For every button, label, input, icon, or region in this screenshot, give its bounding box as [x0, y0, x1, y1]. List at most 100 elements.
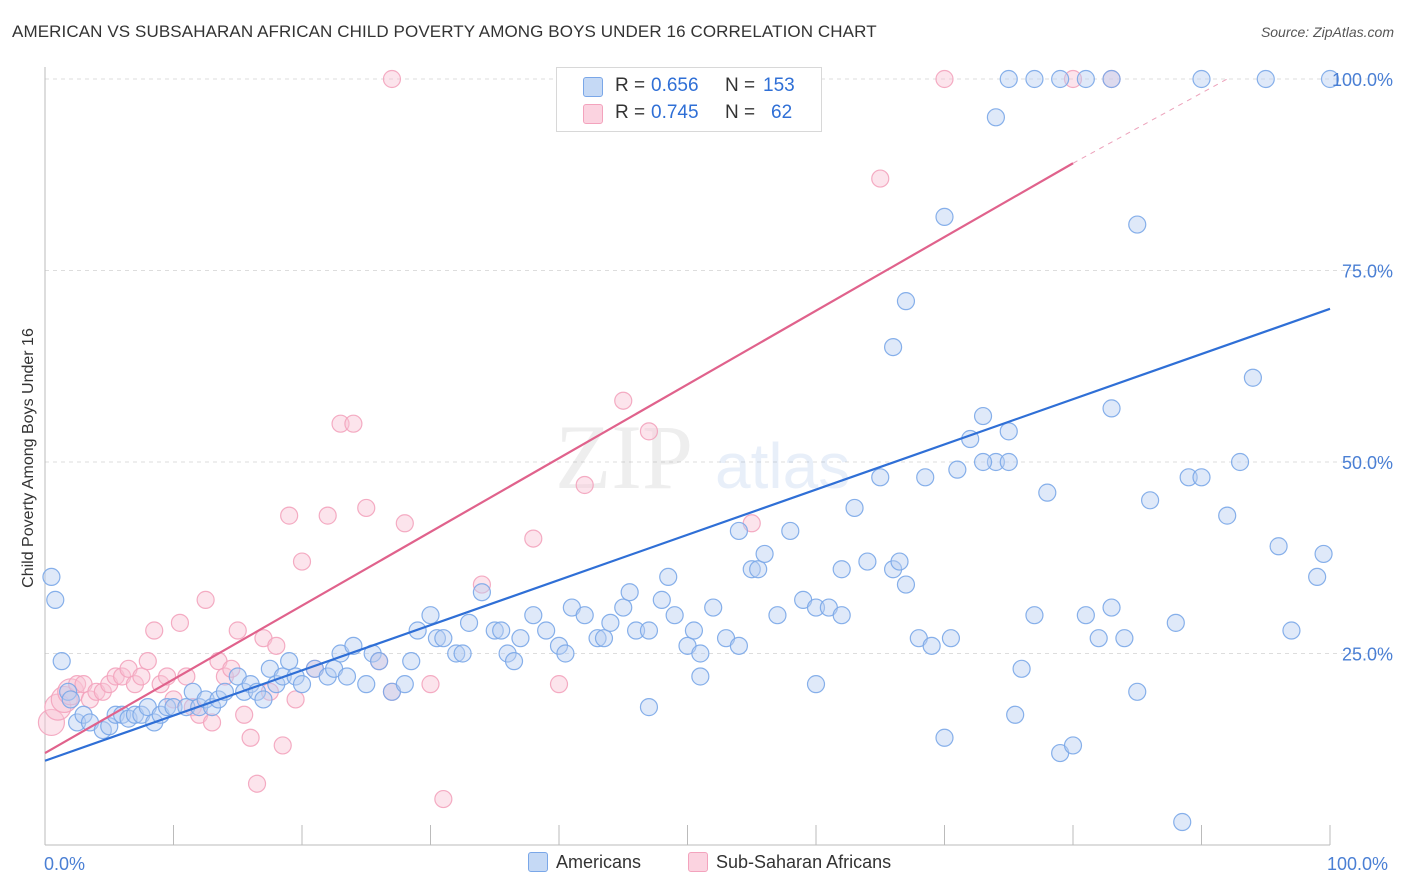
- data-point: [280, 652, 299, 671]
- data-point: [935, 728, 954, 747]
- data-point: [1218, 506, 1237, 525]
- bottom-legend-americans: Americans: [528, 852, 641, 873]
- data-point: [1102, 69, 1121, 89]
- data-point: [273, 736, 292, 755]
- data-point: [858, 552, 877, 571]
- data-point: [402, 652, 421, 671]
- data-point: [935, 207, 954, 226]
- y-tick-label: 100.0%: [1332, 70, 1393, 90]
- data-point: [100, 717, 119, 736]
- sub-saharan-label: Sub-Saharan Africans: [716, 852, 892, 872]
- data-point: [999, 452, 1018, 472]
- data-point: [157, 698, 177, 717]
- data-point: [145, 621, 164, 640]
- data-point: [941, 629, 961, 648]
- trend-lines: [44, 78, 1331, 762]
- data-point: [292, 552, 312, 571]
- data-point: [948, 460, 967, 479]
- data-point: [1115, 629, 1134, 648]
- data-point: [370, 652, 389, 671]
- data-point: [280, 506, 299, 525]
- n-value: 153: [763, 75, 795, 96]
- data-point: [1063, 69, 1083, 89]
- data-point: [639, 621, 659, 640]
- bottom-legend-sub-saharan: Sub-Saharan Africans: [688, 852, 891, 873]
- gridlines: [45, 78, 1390, 654]
- series-americans: [42, 69, 1340, 832]
- data-point: [247, 774, 267, 793]
- data-point: [742, 560, 761, 579]
- x-tick-label-end: 100.0%: [1327, 854, 1389, 874]
- data-point: [1128, 215, 1147, 234]
- data-point: [357, 498, 376, 518]
- data-point: [138, 652, 157, 671]
- data-point: [1038, 483, 1057, 502]
- data-point: [626, 621, 646, 640]
- data-point: [871, 468, 890, 487]
- data-point: [575, 475, 594, 495]
- data-point: [1256, 69, 1275, 89]
- data-point: [292, 675, 312, 694]
- data-point: [459, 613, 479, 632]
- data-point: [973, 452, 993, 472]
- data-point: [331, 414, 350, 433]
- data-point: [973, 406, 993, 426]
- x-tick-label-start: 0.0%: [44, 854, 86, 874]
- data-point: [890, 552, 909, 571]
- data-point: [588, 629, 607, 648]
- data-point: [421, 606, 440, 625]
- data-point: [267, 636, 286, 655]
- data-point: [344, 414, 363, 433]
- data-point: [729, 521, 749, 541]
- series-sub-saharan-africans: [37, 69, 1121, 809]
- data-point: [42, 567, 61, 587]
- data-point: [434, 629, 453, 648]
- data-point: [1012, 659, 1031, 678]
- sub-saharan-trend-line: [44, 162, 1074, 755]
- data-point: [52, 652, 71, 671]
- data-point: [241, 728, 260, 747]
- data-point: [871, 169, 890, 188]
- data-point: [556, 644, 575, 663]
- data-point: [1243, 368, 1263, 387]
- data-point: [511, 629, 530, 648]
- n-label: N =: [725, 102, 756, 123]
- y-tick-label: 75.0%: [1342, 262, 1393, 282]
- data-point: [1102, 598, 1121, 617]
- n-value: 62: [771, 102, 793, 123]
- americans-swatch: [583, 77, 603, 97]
- y-tick-label: 50.0%: [1342, 453, 1393, 473]
- data-point: [1063, 736, 1083, 755]
- data-point: [614, 598, 633, 617]
- data-point: [652, 590, 671, 609]
- americans-label: Americans: [556, 852, 642, 872]
- data-point: [427, 629, 447, 648]
- data-point: [132, 667, 151, 686]
- data-point: [537, 621, 556, 640]
- data-point: [768, 606, 787, 625]
- data-point: [806, 598, 826, 617]
- data-point: [421, 675, 440, 694]
- data-point: [395, 514, 414, 533]
- y-tick-label: 25.0%: [1342, 645, 1393, 665]
- stats-legend: R = 0.656 N = 153 R = 0.745 N = 62: [556, 67, 822, 132]
- data-point: [1140, 491, 1160, 510]
- data-point: [781, 521, 800, 541]
- data-point: [228, 621, 247, 640]
- data-point: [37, 708, 66, 737]
- data-point: [883, 338, 903, 357]
- sub-saharan-trend-extension: [1072, 78, 1228, 164]
- data-point: [357, 675, 376, 694]
- data-point: [1025, 606, 1044, 625]
- data-point: [61, 690, 80, 709]
- data-point: [1192, 468, 1211, 487]
- data-point: [916, 468, 935, 487]
- data-point: [1051, 69, 1070, 89]
- n-label: N =: [725, 75, 756, 96]
- data-point: [639, 422, 659, 441]
- watermark: ZIP atlas: [555, 406, 850, 508]
- data-point: [755, 544, 774, 564]
- r-value: 0.745: [651, 102, 699, 123]
- data-point: [832, 606, 851, 625]
- data-point: [986, 452, 1006, 472]
